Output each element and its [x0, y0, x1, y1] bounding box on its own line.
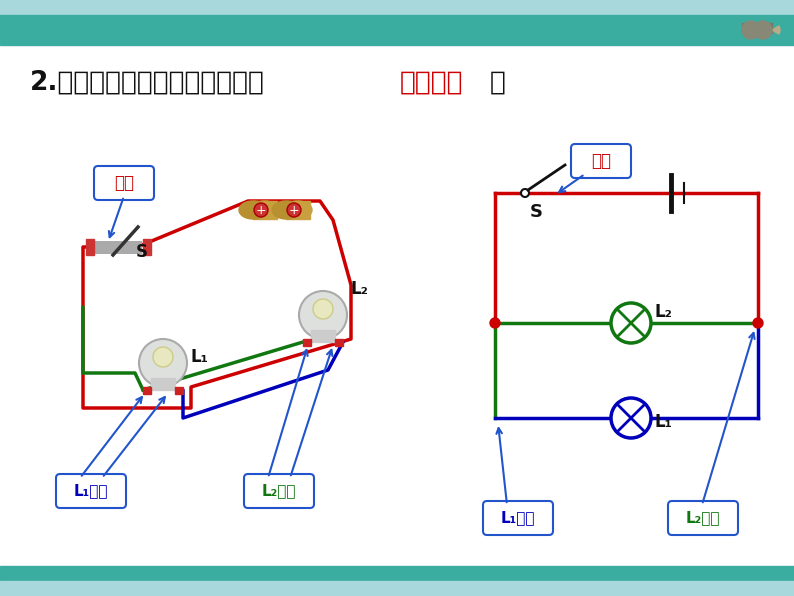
FancyBboxPatch shape: [571, 144, 631, 178]
FancyBboxPatch shape: [483, 501, 553, 535]
Text: +: +: [256, 203, 266, 216]
Bar: [143, 387, 151, 394]
Ellipse shape: [251, 201, 279, 219]
Text: L₂支路: L₂支路: [686, 511, 720, 526]
Ellipse shape: [284, 201, 312, 219]
Ellipse shape: [239, 201, 267, 219]
Circle shape: [313, 299, 333, 319]
Circle shape: [742, 21, 760, 39]
Bar: [742, 23, 772, 33]
Bar: [0, 0, 794, 15]
Bar: [0, 15, 794, 45]
Bar: [143, 239, 151, 255]
Circle shape: [139, 339, 187, 387]
Circle shape: [521, 189, 529, 197]
Bar: [311, 330, 335, 342]
Wedge shape: [772, 26, 780, 34]
Circle shape: [287, 203, 301, 217]
Text: L₂: L₂: [655, 303, 673, 321]
Text: L₁支路: L₁支路: [74, 483, 108, 498]
Text: L₂: L₂: [350, 280, 368, 298]
Bar: [335, 339, 343, 346]
Circle shape: [753, 318, 763, 328]
Bar: [151, 378, 175, 390]
Circle shape: [611, 303, 651, 343]
Bar: [286, 201, 310, 219]
Circle shape: [254, 203, 268, 217]
Text: 干路: 干路: [114, 174, 134, 192]
Circle shape: [490, 318, 500, 328]
Circle shape: [299, 291, 347, 339]
FancyBboxPatch shape: [56, 474, 126, 508]
Text: L₁: L₁: [655, 413, 673, 431]
Text: S: S: [530, 203, 543, 221]
Text: 干路: 干路: [591, 152, 611, 170]
Text: 。: 。: [490, 70, 506, 96]
Bar: [175, 387, 183, 394]
Circle shape: [754, 21, 772, 39]
Bar: [303, 339, 311, 346]
FancyBboxPatch shape: [244, 474, 314, 508]
Text: S: S: [136, 243, 148, 261]
Circle shape: [153, 347, 173, 367]
FancyBboxPatch shape: [668, 501, 738, 535]
Ellipse shape: [272, 201, 300, 219]
Text: L₁: L₁: [190, 348, 208, 366]
Text: 2.　用电器并列相连的电路叫做: 2. 用电器并列相连的电路叫做: [30, 70, 265, 96]
Text: L₂支路: L₂支路: [262, 483, 296, 498]
Circle shape: [611, 398, 651, 438]
Bar: [0, 566, 794, 581]
Bar: [86, 239, 94, 255]
FancyBboxPatch shape: [94, 166, 154, 200]
Text: 并联电路: 并联电路: [400, 70, 464, 96]
Bar: [253, 201, 277, 219]
Text: +: +: [289, 203, 299, 216]
Bar: [0, 581, 794, 596]
Bar: [90, 241, 142, 254]
Text: L₁支路: L₁支路: [501, 511, 535, 526]
